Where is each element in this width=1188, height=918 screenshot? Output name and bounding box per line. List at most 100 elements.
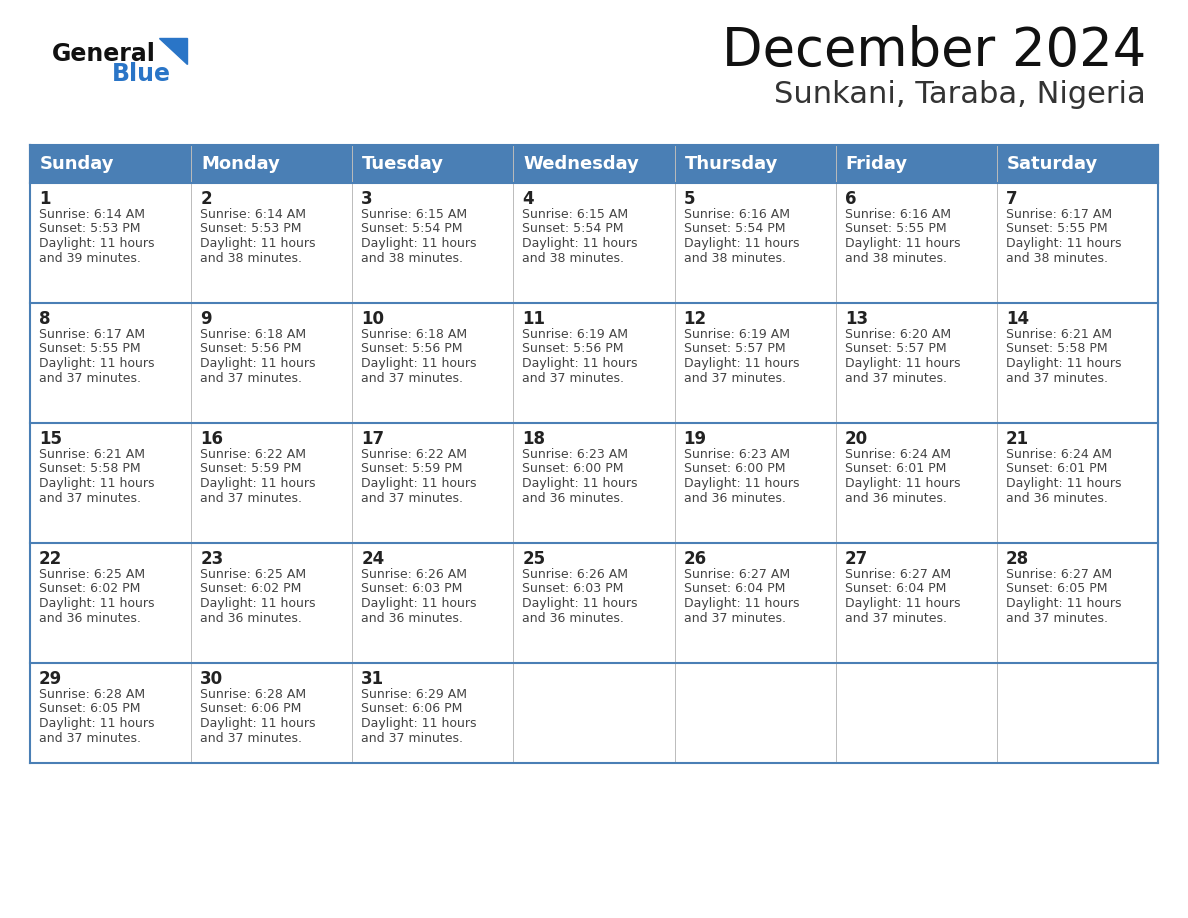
Text: Sunset: 5:53 PM: Sunset: 5:53 PM [39, 222, 140, 236]
Text: Daylight: 11 hours: Daylight: 11 hours [845, 357, 960, 370]
Text: 14: 14 [1006, 310, 1029, 328]
Text: Sunrise: 6:27 AM: Sunrise: 6:27 AM [845, 568, 950, 581]
Text: Thursday: Thursday [684, 155, 778, 173]
Bar [353, 423, 513, 543]
Text: 6: 6 [845, 190, 857, 208]
Text: Sunset: 6:01 PM: Sunset: 6:01 PM [845, 463, 946, 476]
Text: Sunrise: 6:28 AM: Sunrise: 6:28 AM [200, 688, 307, 701]
Text: Daylight: 11 hours: Daylight: 11 hours [39, 597, 154, 610]
Text: 24: 24 [361, 550, 385, 568]
Text: Sunrise: 6:19 AM: Sunrise: 6:19 AM [683, 328, 790, 341]
Text: Sunrise: 6:21 AM: Sunrise: 6:21 AM [39, 448, 145, 461]
Text: and 36 minutes.: and 36 minutes. [523, 611, 625, 624]
Text: Daylight: 11 hours: Daylight: 11 hours [523, 357, 638, 370]
Text: Sunset: 5:55 PM: Sunset: 5:55 PM [1006, 222, 1107, 236]
Bar [835, 303, 997, 423]
Bar [997, 543, 1158, 663]
Text: Daylight: 11 hours: Daylight: 11 hours [1006, 597, 1121, 610]
Bar [513, 543, 675, 663]
Text: 22: 22 [39, 550, 62, 568]
Text: Sunset: 5:54 PM: Sunset: 5:54 PM [523, 222, 624, 236]
Text: Sunrise: 6:16 AM: Sunrise: 6:16 AM [683, 208, 790, 221]
Bar [191, 663, 353, 763]
Text: 1: 1 [39, 190, 51, 208]
Text: and 37 minutes.: and 37 minutes. [845, 611, 947, 624]
Text: Sunrise: 6:28 AM: Sunrise: 6:28 AM [39, 688, 145, 701]
Bar [675, 423, 835, 543]
Text: and 38 minutes.: and 38 minutes. [523, 252, 625, 264]
Text: Daylight: 11 hours: Daylight: 11 hours [361, 477, 476, 490]
Text: Saturday: Saturday [1007, 155, 1098, 173]
Text: Sunrise: 6:27 AM: Sunrise: 6:27 AM [683, 568, 790, 581]
Text: Daylight: 11 hours: Daylight: 11 hours [1006, 477, 1121, 490]
Text: 29: 29 [39, 670, 62, 688]
Text: Sunset: 5:54 PM: Sunset: 5:54 PM [361, 222, 463, 236]
Text: Sunrise: 6:27 AM: Sunrise: 6:27 AM [1006, 568, 1112, 581]
Text: and 37 minutes.: and 37 minutes. [683, 611, 785, 624]
Text: Sunset: 6:03 PM: Sunset: 6:03 PM [361, 583, 462, 596]
Text: Daylight: 11 hours: Daylight: 11 hours [845, 597, 960, 610]
Text: 2: 2 [200, 190, 211, 208]
Bar [513, 423, 675, 543]
Text: 8: 8 [39, 310, 51, 328]
Text: Sunset: 6:02 PM: Sunset: 6:02 PM [39, 583, 140, 596]
Text: and 36 minutes.: and 36 minutes. [845, 491, 947, 505]
Text: and 36 minutes.: and 36 minutes. [683, 491, 785, 505]
Bar [675, 543, 835, 663]
Text: 16: 16 [200, 430, 223, 448]
Bar [513, 303, 675, 423]
Text: Sunrise: 6:20 AM: Sunrise: 6:20 AM [845, 328, 950, 341]
Bar [191, 183, 353, 303]
Text: Sunrise: 6:15 AM: Sunrise: 6:15 AM [361, 208, 467, 221]
Text: Daylight: 11 hours: Daylight: 11 hours [200, 597, 316, 610]
Text: 27: 27 [845, 550, 868, 568]
Text: and 36 minutes.: and 36 minutes. [361, 611, 463, 624]
Bar [997, 423, 1158, 543]
Text: 18: 18 [523, 430, 545, 448]
Text: Daylight: 11 hours: Daylight: 11 hours [683, 237, 800, 250]
Text: Daylight: 11 hours: Daylight: 11 hours [361, 237, 476, 250]
Text: Sunrise: 6:24 AM: Sunrise: 6:24 AM [845, 448, 950, 461]
Text: Daylight: 11 hours: Daylight: 11 hours [845, 237, 960, 250]
Text: Daylight: 11 hours: Daylight: 11 hours [39, 237, 154, 250]
Text: and 37 minutes.: and 37 minutes. [200, 491, 302, 505]
Text: Sunrise: 6:24 AM: Sunrise: 6:24 AM [1006, 448, 1112, 461]
Text: Wednesday: Wednesday [524, 155, 639, 173]
Text: Sunrise: 6:14 AM: Sunrise: 6:14 AM [200, 208, 307, 221]
Text: Monday: Monday [201, 155, 280, 173]
Text: and 37 minutes.: and 37 minutes. [39, 491, 141, 505]
Text: 7: 7 [1006, 190, 1017, 208]
Text: Sunrise: 6:26 AM: Sunrise: 6:26 AM [523, 568, 628, 581]
Bar [997, 183, 1158, 303]
Text: and 37 minutes.: and 37 minutes. [1006, 372, 1108, 385]
Text: and 37 minutes.: and 37 minutes. [683, 372, 785, 385]
Bar [30, 303, 191, 423]
Text: and 37 minutes.: and 37 minutes. [361, 491, 463, 505]
Text: Sunset: 6:00 PM: Sunset: 6:00 PM [523, 463, 624, 476]
Text: Sunset: 5:56 PM: Sunset: 5:56 PM [523, 342, 624, 355]
Text: Sunset: 6:02 PM: Sunset: 6:02 PM [200, 583, 302, 596]
Text: and 39 minutes.: and 39 minutes. [39, 252, 141, 264]
Text: 20: 20 [845, 430, 868, 448]
Text: Daylight: 11 hours: Daylight: 11 hours [523, 597, 638, 610]
Text: Daylight: 11 hours: Daylight: 11 hours [683, 477, 800, 490]
Bar [191, 303, 353, 423]
Text: Sunrise: 6:21 AM: Sunrise: 6:21 AM [1006, 328, 1112, 341]
Bar [835, 543, 997, 663]
Bar [353, 303, 513, 423]
Text: Daylight: 11 hours: Daylight: 11 hours [1006, 357, 1121, 370]
Bar [675, 663, 835, 763]
Text: 21: 21 [1006, 430, 1029, 448]
Text: Sunrise: 6:26 AM: Sunrise: 6:26 AM [361, 568, 467, 581]
Text: Sunset: 5:57 PM: Sunset: 5:57 PM [683, 342, 785, 355]
Bar [835, 663, 997, 763]
Text: 25: 25 [523, 550, 545, 568]
Bar [191, 423, 353, 543]
Text: Sunrise: 6:14 AM: Sunrise: 6:14 AM [39, 208, 145, 221]
Text: 30: 30 [200, 670, 223, 688]
Bar [191, 543, 353, 663]
Text: and 37 minutes.: and 37 minutes. [39, 372, 141, 385]
Text: 13: 13 [845, 310, 868, 328]
Text: 5: 5 [683, 190, 695, 208]
Text: and 37 minutes.: and 37 minutes. [523, 372, 625, 385]
